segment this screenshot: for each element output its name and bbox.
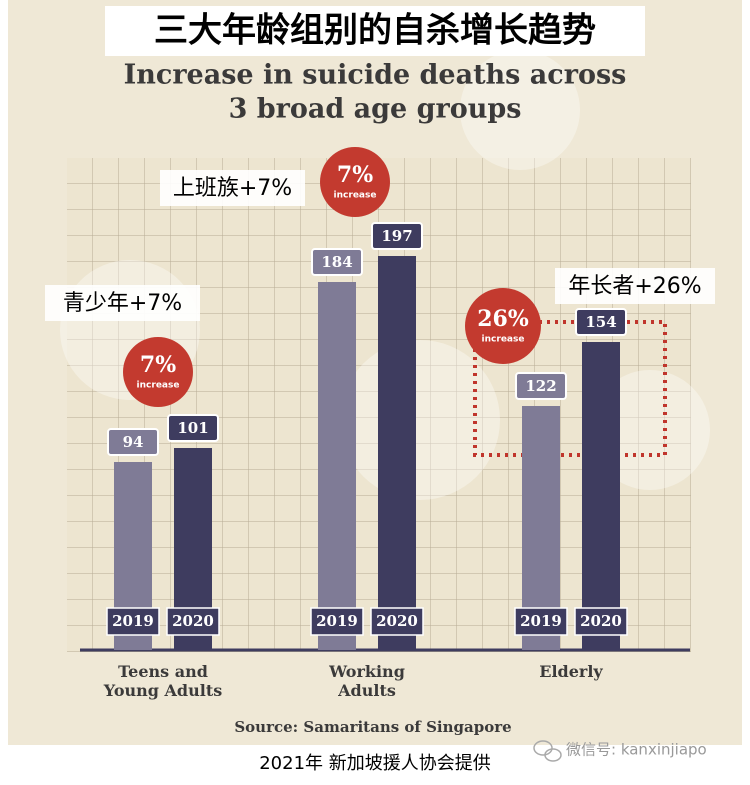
increase-sub: increase (137, 381, 180, 391)
year-box (106, 607, 160, 636)
x-tick-label: Teens and Young Adults (103, 662, 223, 700)
year-label: 2019 (112, 612, 154, 630)
year-box (370, 607, 424, 636)
increase-badge (465, 288, 541, 364)
value-label: 184 (321, 253, 352, 271)
source: Source: Samaritans of Singapore (234, 718, 511, 736)
highlight-box (473, 320, 667, 457)
year-box (514, 607, 568, 636)
year-label: 2020 (172, 612, 214, 630)
increase-value: 7% (140, 352, 176, 378)
chart-title: Increase in suicide deaths across (124, 60, 627, 91)
increase-sub: increase (334, 191, 377, 201)
bar (318, 282, 356, 650)
callout: 青少年+7% (63, 291, 182, 316)
increase-badge (123, 337, 193, 407)
callout-box (45, 285, 200, 321)
category-wrap: Working Adults (329, 662, 405, 700)
year-label: 2020 (580, 612, 622, 630)
year-label: 2019 (520, 612, 562, 630)
callout-box (160, 170, 305, 206)
watermark: 微信号: kanxinjiapo (566, 741, 707, 759)
value-label: 101 (177, 419, 208, 437)
x-tick-label: Elderly (539, 662, 603, 681)
value-label-box (107, 428, 159, 456)
increase-value: 26% (477, 306, 529, 332)
title-box (105, 6, 645, 56)
increase-badge (320, 147, 390, 217)
year-box (166, 607, 220, 636)
value-label-box (167, 414, 219, 442)
year-box (310, 607, 364, 636)
value-label-box (515, 372, 567, 400)
year-label: 2020 (376, 612, 418, 630)
increase-value: 7% (337, 162, 373, 188)
year-label: 2019 (316, 612, 358, 630)
value-label: 122 (525, 377, 556, 395)
value-label-box (311, 248, 363, 276)
x-tick-label: Working Adults (329, 662, 405, 700)
value-label: 94 (123, 433, 144, 451)
increase-sub: increase (482, 335, 525, 345)
value-label-box (371, 222, 423, 250)
year-box (574, 607, 628, 636)
footer-bar (0, 745, 750, 785)
chart-title: 3 broad age groups (229, 94, 522, 125)
footer: 2021年 新加坡援人协会提供 (259, 753, 491, 774)
wechat-icon (533, 740, 562, 762)
category-wrap: Elderly (539, 662, 603, 681)
callout-box (555, 268, 715, 304)
chart-title-zh: 三大年龄组别的自杀增长趋势 (154, 11, 596, 51)
value-label: 197 (381, 227, 412, 245)
bar (378, 256, 416, 650)
value-label: 154 (585, 313, 616, 331)
callout: 上班族+7% (173, 176, 292, 201)
value-label-box (575, 308, 627, 336)
category-wrap: Teens and Young Adults (103, 662, 223, 700)
bar (582, 342, 620, 650)
callout: 年长者+26% (568, 274, 701, 299)
